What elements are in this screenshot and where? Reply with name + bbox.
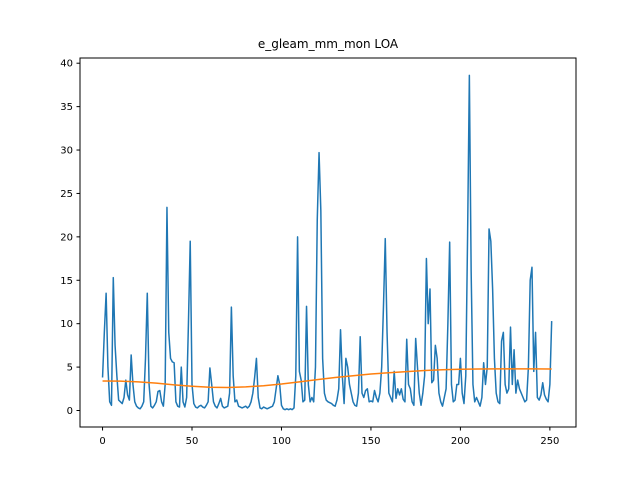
plot-frame (79, 57, 577, 428)
y-tick-label: 20 (60, 232, 73, 243)
x-tick-label: 100 (272, 436, 291, 447)
y-tick-label: 5 (67, 363, 73, 374)
x-tick-label: 150 (361, 436, 380, 447)
x-tick-label: 200 (451, 436, 470, 447)
y-tick-label: 30 (60, 146, 73, 157)
y-tick-label: 10 (60, 319, 73, 330)
x-tick-label: 50 (186, 436, 199, 447)
chart-title: e_gleam_mm_mon LOA (258, 37, 399, 51)
series-line-2 (102, 368, 552, 389)
x-tick-label: 250 (540, 436, 559, 447)
y-axis: 0 5 10 15 20 25 30 35 40 (60, 59, 80, 417)
y-tick-label: 25 (60, 189, 73, 200)
x-tick-label: 0 (99, 436, 105, 447)
y-tick-label: 0 (67, 406, 73, 417)
plot-area (101, 74, 553, 411)
y-tick-label: 40 (60, 59, 73, 70)
x-axis: 0 50 100 150 200 250 (99, 427, 559, 447)
y-tick-label: 15 (60, 276, 73, 287)
series-line-1 (101, 74, 553, 411)
y-tick-label: 35 (60, 102, 73, 113)
